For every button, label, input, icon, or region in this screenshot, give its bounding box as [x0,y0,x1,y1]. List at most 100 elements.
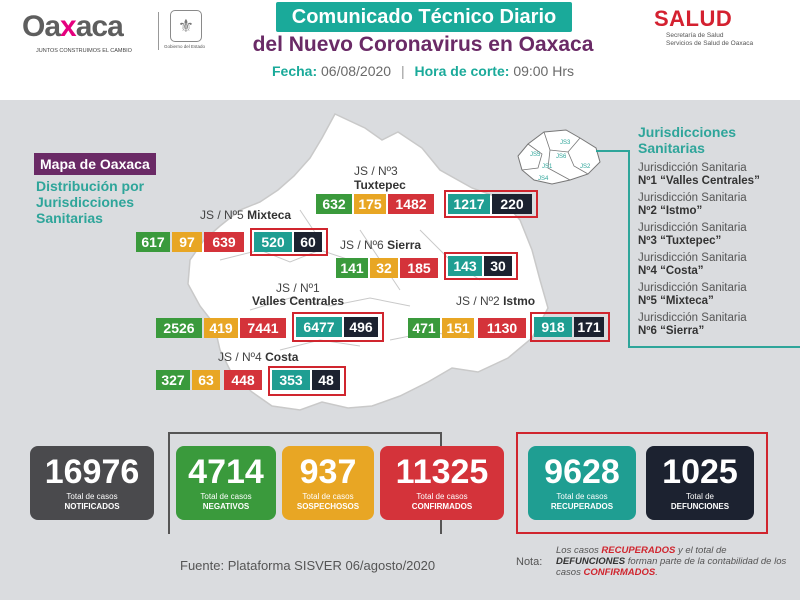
seal-caption: Gobierno del Estado [164,44,206,49]
legend-list: Jurisdicción Sanitaria Nº1 “Valles Centra… [638,162,798,342]
total-negativos-label: NEGATIVOS [202,502,250,511]
logo-word-left: Oa [22,10,61,43]
sierra-recuperados: 143 [448,256,482,276]
legend-item-4: Jurisdicción Sanitaria Nº4 “Costa” [638,252,747,277]
sierra-defunciones: 30 [484,256,512,276]
logo-word-x: x [60,10,77,43]
istmo-defunciones: 171 [574,317,604,337]
fecha-value: 06/08/2020 [321,63,392,79]
mini-map: JS3 JS5 JS6 JS1 JS4 JS2 [517,129,601,185]
sierra-notificados: 141 [336,258,368,278]
mini-map-borders [521,131,589,181]
mixteca-confirmados: 639 [204,232,244,252]
logo-word-right: aca [75,10,124,43]
total-recuperados-label: RECUPERADOS [550,502,614,511]
total-notificados: 16976 Total de casos NOTIFICADOS [30,446,154,520]
total-confirmados-value: 11325 [395,453,489,491]
costa-frame [268,366,346,396]
sierra-frame [444,252,518,280]
costa-confirmados: 448 [224,370,262,390]
total-defunciones: 1025 Total de DEFUNCIONES [646,446,754,520]
sierra-confirmados: 185 [400,258,438,278]
istmo-sospechosos: 151 [442,318,474,338]
hora-value: 09:00 Hrs [513,63,575,79]
total-recuperados-caption: Total de casos [556,492,608,501]
valles-sospechosos: 419 [204,318,238,338]
total-negativos-value: 4714 [188,453,264,491]
mixteca-notificados: 617 [136,232,170,252]
salud-logo: SALUD [654,6,733,31]
valles-frame [292,312,384,342]
logo-tagline: JUNTOS CONSTRUIMOS EL CAMBIO [36,48,132,54]
total-sospechosos-label: SOSPECHOSOS [296,502,360,511]
region-label-tuxtepec-name: Tuxtepec [354,178,406,192]
mixteca-sospechosos: 97 [172,232,202,252]
sierra-sospechosos: 32 [370,258,398,278]
total-notificados-label: NOTIFICADOS [64,502,120,511]
total-defunciones-value: 1025 [662,453,738,491]
legend-item-2: Jurisdicción Sanitaria Nº2 “Istmo” [638,192,747,217]
header-divider [158,12,159,50]
tuxtepec-recuperados: 1217 [448,194,490,214]
total-recuperados: 9628 Total de casos RECUPERADOS [528,446,636,520]
valles-confirmados: 7441 [240,318,286,338]
mini-map-label-js1: JS1 [542,164,553,170]
costa-sospechosos: 63 [192,370,220,390]
legend-item-3: Jurisdicción Sanitaria Nº3 “Tuxtepec” [638,222,747,247]
region-label-costa: JS / Nº4 Costa [218,350,299,364]
legend-item-1: Jurisdicción Sanitaria Nº1 “Valles Centra… [638,162,760,187]
costa-notificados: 327 [156,370,190,390]
valles-recuperados: 6477 [296,317,342,337]
page-title-line1: Comunicado Técnico Diario [276,2,572,32]
tuxtepec-frame [444,190,538,218]
note-text: Los casos RECUPERADOS y el total de DEFU… [556,545,787,578]
fecha-label: Fecha: [271,63,318,79]
tuxtepec-notificados: 632 [316,194,352,214]
total-notificados-value: 16976 [44,453,140,491]
total-sospechosos-value: 937 [299,453,357,491]
region-label-valles-name: Valles Centrales [252,294,345,308]
region-label-mixteca: JS / Nº5 Mixteca [200,208,292,222]
source-text: Fuente: Plataforma SISVER 06/agosto/2020 [180,558,436,573]
legend-connector-top [596,150,630,152]
total-sospechosos-caption: Total de casos [302,492,354,501]
legend-connector-vertical [628,150,630,346]
date-line: Fecha: 06/08/2020 | Hora de corte: 09:00… [240,63,606,79]
valles-notificados: 2526 [156,318,202,338]
mixteca-frame [250,228,328,256]
distribution-title: Distribución por Jurisdicciones Sanitari… [36,178,145,226]
oaxaca-logo: Oaxaca JUNTOS CONSTRUIMOS EL CAMBIO [22,8,162,58]
region-label-valles: JS / Nº1 [276,281,320,295]
tuxtepec-sospechosos: 175 [354,194,386,214]
total-recuperados-value: 9628 [544,453,620,491]
total-negativos: 4714 Total de casos NEGATIVOS [176,446,276,520]
total-defunciones-label: DEFUNCIONES [670,502,730,511]
page-title-line2: del Nuevo Coronavirus en Oaxaca [252,33,594,56]
date-separator: | [400,63,405,79]
mini-map-label-js5: JS5 [530,152,541,158]
salud-subtitle-1: Secretaría de Salud [666,32,724,39]
recuperados-defunciones-frame [516,432,768,534]
total-confirmados: 11325 Total de casos CONFIRMADOS [380,446,504,520]
note-label: Nota: [516,556,543,568]
mini-map-label-js2: JS2 [580,164,591,170]
legend-item-5: Jurisdicción Sanitaria Nº5 “Mixteca” [638,282,747,307]
tuxtepec-confirmados: 1482 [388,194,434,214]
total-sospechosos: 937 Total de casos SOSPECHOSOS [282,446,374,520]
total-confirmados-label: CONFIRMADOS [411,502,473,511]
mini-map-label-js4: JS4 [538,176,549,182]
istmo-notificados: 471 [408,318,440,338]
state-seal-icon: ⚜ [170,10,202,42]
mixteca-defunciones: 60 [294,232,322,252]
legend-item-6: Jurisdicción Sanitaria Nº6 “Sierra” [638,312,747,337]
costa-defunciones: 48 [312,370,340,390]
legend-title: Jurisdicciones Sanitarias [638,124,737,156]
region-label-tuxtepec: JS / Nº3 [354,164,398,178]
mixteca-recuperados: 520 [254,232,292,252]
total-notificados-caption: Total de casos [66,492,118,501]
region-label-sierra: JS / Nº6 Sierra [340,238,422,252]
total-negativos-caption: Total de casos [200,492,252,501]
total-defunciones-caption: Total de [685,492,715,501]
total-confirmados-caption: Total de casos [416,492,468,501]
mini-map-label-js6: JS6 [556,154,567,160]
